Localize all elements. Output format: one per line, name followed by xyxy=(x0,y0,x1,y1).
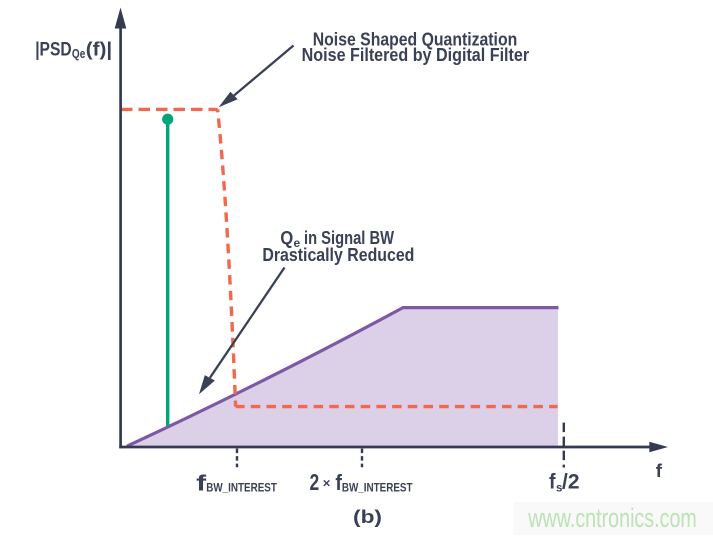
svg-text:(f)|: (f)| xyxy=(86,40,112,61)
svg-text:BW_INTEREST: BW_INTEREST xyxy=(342,482,413,494)
svg-text:(b): (b) xyxy=(353,507,382,527)
svg-text:/2: /2 xyxy=(562,471,580,494)
svg-text:|PSD: |PSD xyxy=(35,40,71,61)
svg-text:www.cntronics.com: www.cntronics.com xyxy=(528,503,697,533)
svg-text:2: 2 xyxy=(310,469,320,495)
svg-text:f: f xyxy=(656,460,663,481)
svg-text:BW_INTEREST: BW_INTEREST xyxy=(206,482,277,494)
svg-text:×: × xyxy=(323,476,331,491)
svg-text:Drastically Reduced: Drastically Reduced xyxy=(262,244,414,265)
svg-text:Noise Filtered by Digital Filt: Noise Filtered by Digital Filter xyxy=(302,44,530,65)
svg-text:Qe: Qe xyxy=(72,47,85,61)
